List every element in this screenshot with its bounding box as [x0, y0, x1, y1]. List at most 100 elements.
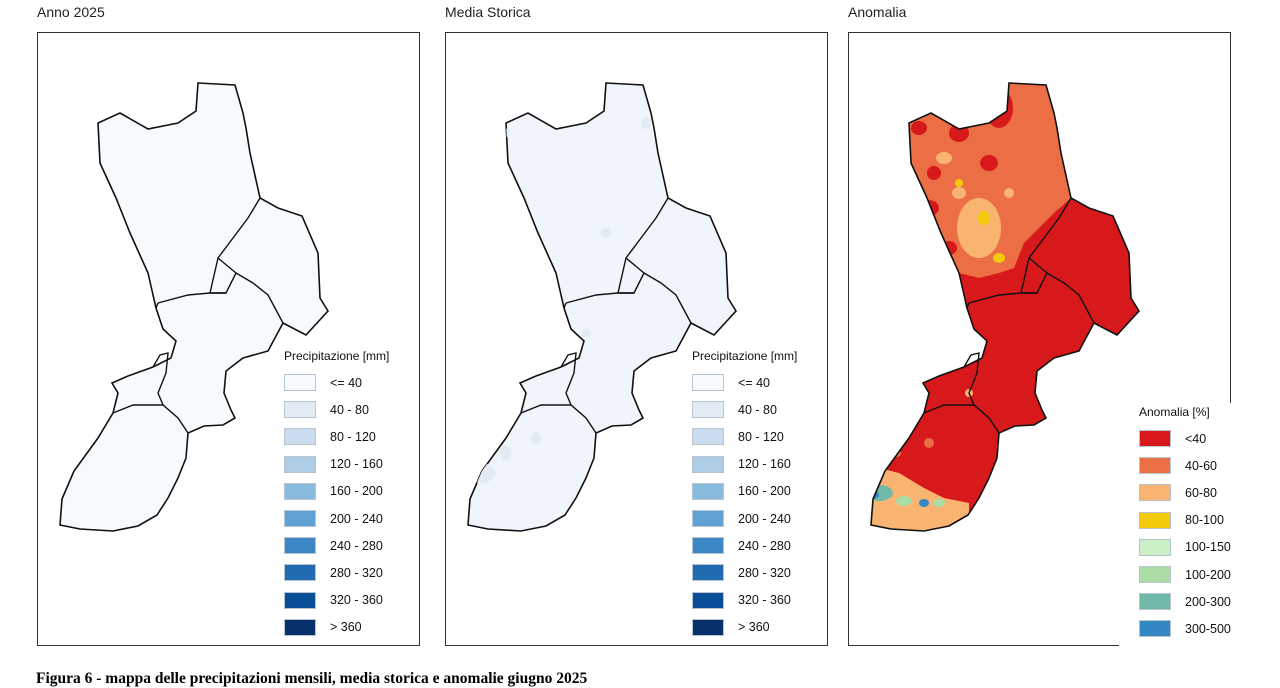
legend-swatch — [692, 618, 724, 636]
legend-label: 280 - 320 — [738, 565, 791, 580]
legend-item: 160 - 200 — [284, 478, 389, 505]
legend-label: 200 - 240 — [330, 511, 383, 526]
legend-label: <= 40 — [738, 375, 770, 390]
legend-swatch — [284, 482, 316, 500]
legend-swatch — [1139, 566, 1171, 584]
legend-label: 320 - 360 — [738, 593, 791, 608]
legend-swatch — [284, 455, 316, 473]
legend-item: 320 - 360 — [284, 587, 389, 614]
legend-item: 100-150 — [1139, 534, 1231, 561]
legend-label: 40 - 80 — [330, 402, 369, 417]
legend-item: 40 - 80 — [692, 396, 797, 423]
legend-swatch — [1139, 430, 1171, 448]
legend-item: 40 - 80 — [284, 396, 389, 423]
legend-swatch — [284, 374, 316, 392]
legend-swatch — [284, 537, 316, 555]
legend-swatch — [692, 401, 724, 419]
legend-swatch — [284, 510, 316, 528]
legend-label: 60-80 — [1185, 485, 1217, 500]
legend-swatch — [1139, 620, 1171, 638]
panel-title-anomalia: Anomalia — [848, 4, 907, 20]
legend-item: 80 - 120 — [284, 423, 389, 450]
legend-swatch — [692, 374, 724, 392]
legend-item: 240 - 280 — [284, 532, 389, 559]
legend-label: <40 — [1185, 431, 1207, 446]
legend-label: 240 - 280 — [738, 538, 791, 553]
legend-item: 200-300 — [1139, 588, 1231, 615]
legend-item: 300-500 — [1139, 615, 1231, 642]
legend-label: 40 - 80 — [738, 402, 777, 417]
calabria-map-anomalia — [870, 82, 1140, 532]
map-panel-anomalia: Anomalia [%] <40 40-60 60-80 80-100 100-150 1… — [848, 32, 1239, 647]
legend-item: 320 - 360 — [692, 587, 797, 614]
legend-item: 40-60 — [1139, 452, 1231, 479]
map-panel-anno-2025: Precipitazione [mm] <= 40 40 - 80 80 - 120… — [37, 32, 420, 646]
legend-swatch — [284, 428, 316, 446]
legend-item: 200 - 240 — [692, 505, 797, 532]
legend-title: Precipitazione [mm] — [692, 349, 798, 363]
province-boundaries — [112, 197, 284, 434]
legend-swatch — [284, 564, 316, 582]
legend-label: 120 - 160 — [330, 457, 383, 472]
legend-item: 80-100 — [1139, 507, 1231, 534]
legend-label: 240 - 280 — [330, 538, 383, 553]
legend-item: 100-200 — [1139, 561, 1231, 588]
legend-item: 120 - 160 — [692, 451, 797, 478]
legend-label: 120 - 160 — [738, 457, 791, 472]
legend-item: <= 40 — [692, 369, 797, 396]
legend-label: 300-500 — [1185, 621, 1231, 636]
legend-swatch — [1139, 538, 1171, 556]
legend-item: 160 - 200 — [692, 478, 797, 505]
legend-label: 320 - 360 — [330, 593, 383, 608]
legend-label: 80-100 — [1185, 513, 1224, 528]
legend-swatch — [692, 428, 724, 446]
legend-item: <= 40 — [284, 369, 389, 396]
legend-item: 280 - 320 — [692, 559, 797, 586]
legend-swatch — [692, 482, 724, 500]
legend-swatch — [284, 591, 316, 609]
legend-label: 40-60 — [1185, 458, 1217, 473]
legend-label: 160 - 200 — [738, 484, 791, 499]
panel-title-anno-2025: Anno 2025 — [37, 4, 105, 20]
legend-swatch — [692, 591, 724, 609]
legend-item: > 360 — [284, 614, 389, 641]
anomalia-legend: Anomalia [%] <40 40-60 60-80 80-100 100-150 1… — [1119, 403, 1239, 647]
legend-swatch — [1139, 511, 1171, 529]
legend-item: 80 - 120 — [692, 423, 797, 450]
precipitazione-legend: Precipitazione [mm] <= 40 40 - 80 80 - 120… — [284, 349, 390, 641]
legend-label: 280 - 320 — [330, 565, 383, 580]
legend-item: 240 - 280 — [692, 532, 797, 559]
legend-swatch — [284, 401, 316, 419]
panel-title-media-storica: Media Storica — [445, 4, 531, 20]
legend-item: <40 — [1139, 425, 1231, 452]
legend-item: 200 - 240 — [284, 505, 389, 532]
legend-label: > 360 — [738, 620, 770, 635]
legend-item: 120 - 160 — [284, 451, 389, 478]
legend-swatch — [692, 455, 724, 473]
legend-swatch — [692, 564, 724, 582]
calabria-map-anno-2025 — [59, 82, 329, 532]
legend-label: 100-200 — [1185, 567, 1231, 582]
legend-label: 200-300 — [1185, 594, 1231, 609]
legend-item: 60-80 — [1139, 479, 1231, 506]
legend-item: 280 - 320 — [284, 559, 389, 586]
province-boundaries — [923, 197, 1095, 434]
legend-label: 160 - 200 — [330, 484, 383, 499]
precipitazione-legend: Precipitazione [mm] <= 40 40 - 80 80 - 120… — [692, 349, 798, 641]
legend-title: Precipitazione [mm] — [284, 349, 390, 363]
figure-caption: Figura 6 - mappa delle precipitazioni me… — [36, 670, 588, 687]
legend-label: 80 - 120 — [330, 429, 376, 444]
legend-label: 80 - 120 — [738, 429, 784, 444]
legend-title: Anomalia [%] — [1139, 405, 1210, 419]
legend-label: 100-150 — [1185, 540, 1231, 555]
legend-label: 200 - 240 — [738, 511, 791, 526]
legend-swatch — [284, 618, 316, 636]
legend-label: > 360 — [330, 620, 362, 635]
legend-label: <= 40 — [330, 375, 362, 390]
legend-swatch — [692, 510, 724, 528]
legend-swatch — [1139, 593, 1171, 611]
legend-swatch — [1139, 457, 1171, 475]
calabria-map-media-storica — [467, 82, 737, 532]
legend-swatch — [1139, 484, 1171, 502]
map-panel-media-storica: Precipitazione [mm] <= 40 40 - 80 80 - 120… — [445, 32, 828, 646]
